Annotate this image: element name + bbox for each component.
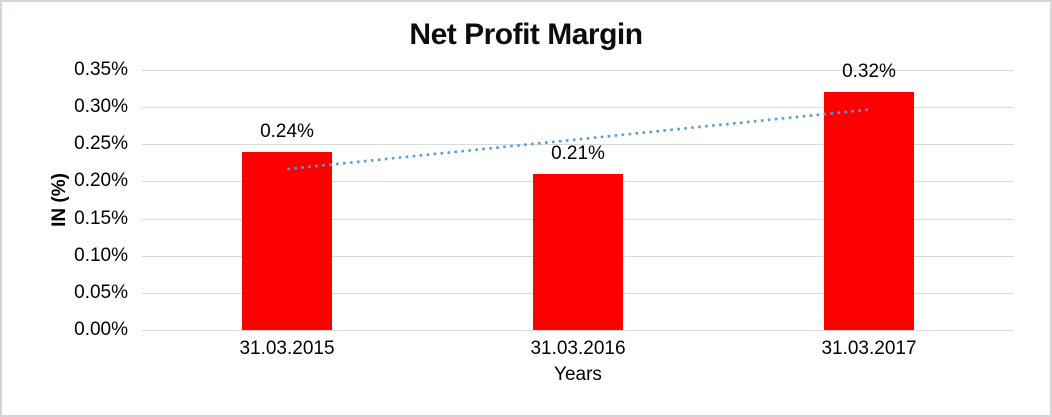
x-axis-title: Years [554,364,602,385]
y-axis-tick-label: 0.35% [74,59,128,80]
y-axis-tick-label: 0.05% [74,282,128,303]
y-axis-tick-label: 0.10% [74,245,128,266]
gridline [142,330,1014,331]
gridline [142,107,1014,108]
gridline [142,70,1014,71]
y-axis-tick-label: 0.25% [74,133,128,154]
bar-data-label: 0.32% [842,61,896,82]
y-axis-tick-label: 0.30% [74,96,128,117]
chart-title: Net Profit Margin [409,18,643,51]
x-axis-tick-label: 31.03.2017 [821,338,917,359]
bar-data-label: 0.21% [551,143,605,164]
x-axis-tick-label: 31.03.2015 [239,338,335,359]
bar [242,152,332,330]
y-axis-tick-label: 0.20% [74,170,128,191]
bar-data-label: 0.24% [260,121,314,142]
bar [824,92,914,330]
bar [533,174,623,330]
x-axis-tick-label: 31.03.2016 [530,338,626,359]
y-axis-tick-label: 0.00% [74,319,128,340]
y-axis-tick-label: 0.15% [74,208,128,229]
